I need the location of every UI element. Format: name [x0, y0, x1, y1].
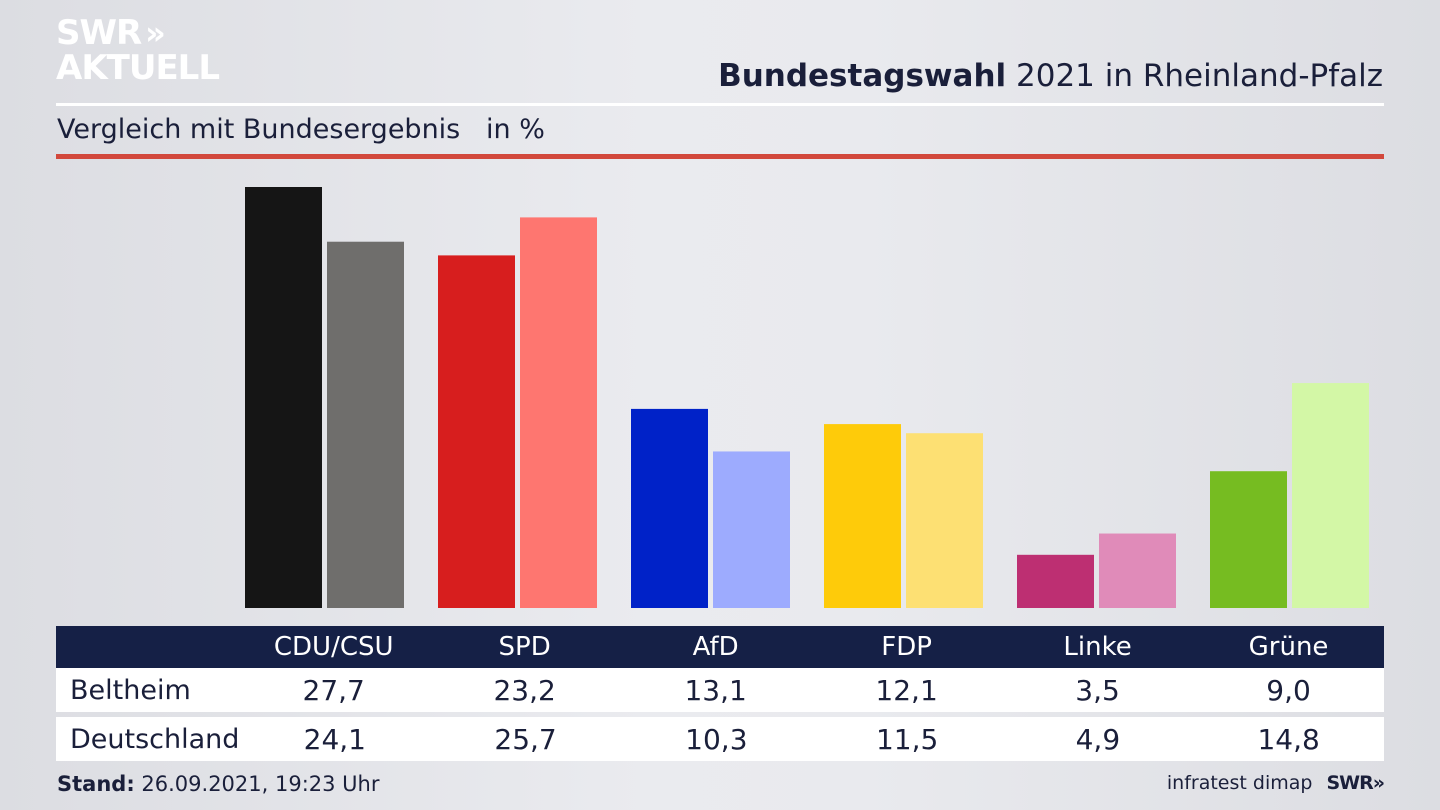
table-cell: 10,3	[685, 722, 748, 756]
bar-spd-deutschland	[520, 217, 597, 609]
page-title: Bundestagswahl 2021 in Rheinland-Pfalz	[718, 58, 1383, 94]
logo-swr-text: SWR	[56, 13, 142, 53]
table-cell: 27,7	[302, 673, 365, 707]
header-cell: AfD	[692, 632, 739, 662]
table-header-row: CDU/CSU SPD AfD FDP Linke Grüne	[56, 626, 1384, 668]
stand-value: 26.09.2021, 19:23 Uhr	[134, 772, 380, 796]
bar-cdu-csu-deutschland	[327, 241, 404, 609]
table-cell: 23,2	[493, 673, 556, 707]
bar-grüne-beltheim	[1210, 471, 1287, 608]
table-cell: 11,5	[875, 722, 939, 756]
bar-linke-beltheim	[1017, 554, 1094, 608]
row-label: Beltheim	[70, 674, 191, 706]
table-row: Beltheim 27,7 23,2 13,1 12,1 3,5 9,0	[56, 668, 1384, 712]
table-cell: 25,7	[494, 722, 557, 756]
header-cell: FDP	[881, 632, 932, 662]
bar-fdp-beltheim	[824, 424, 901, 608]
header-divider	[56, 103, 1384, 106]
bar-linke-deutschland	[1099, 533, 1176, 608]
bar-fdp-deutschland	[906, 433, 983, 608]
chevron-right-icon: »	[1372, 772, 1385, 794]
table-cell: 24,1	[303, 722, 366, 756]
row-label: Deutschland	[70, 723, 240, 755]
table-cell: 3,5	[1075, 673, 1120, 707]
source-credit: infratest dimap SWR»	[1166, 772, 1385, 794]
bar-grüne-deutschland	[1292, 383, 1369, 608]
title-rest: 2021 in Rheinland-Pfalz	[1006, 58, 1383, 94]
bar-spd-beltheim	[438, 255, 515, 609]
table-row: Deutschland 24,1 25,7 10,3 11,5 4,9 14,8	[56, 717, 1384, 761]
bar-afd-deutschland	[713, 451, 790, 608]
timestamp: Stand: 26.09.2021, 19:23 Uhr	[57, 772, 380, 796]
header-cell: Grüne	[1248, 632, 1329, 662]
bar-cdu-csu-beltheim	[245, 187, 322, 608]
table-cell: 9,0	[1266, 673, 1311, 707]
table-cell: 12,1	[875, 673, 938, 707]
source-text: infratest dimap	[1166, 772, 1313, 794]
results-table: CDU/CSU SPD AfD FDP Linke Grüne Beltheim…	[56, 626, 1384, 761]
header-cell: CDU/CSU	[273, 632, 394, 662]
swr-small-text: SWR	[1326, 772, 1373, 794]
bar-afd-beltheim	[631, 408, 708, 608]
table-cell: 4,9	[1075, 722, 1121, 756]
table-cell: 13,1	[684, 673, 747, 707]
title-bold: Bundestagswahl	[718, 58, 1007, 94]
accent-divider	[56, 154, 1384, 159]
logo-aktuell-text: AKTUELL	[56, 48, 220, 88]
swr-small-logo: SWR»	[1326, 772, 1385, 794]
table-cell: 14,8	[1257, 722, 1320, 756]
header-cell: SPD	[498, 632, 551, 662]
header-cell: Linke	[1063, 632, 1132, 662]
stand-label: Stand:	[57, 772, 135, 796]
chart-subtitle: Vergleich mit Bundesergebnis in %	[57, 114, 545, 145]
bar-chart	[245, 187, 1369, 609]
swr-aktuell-logo: SWR» AKTUELL	[56, 13, 220, 88]
